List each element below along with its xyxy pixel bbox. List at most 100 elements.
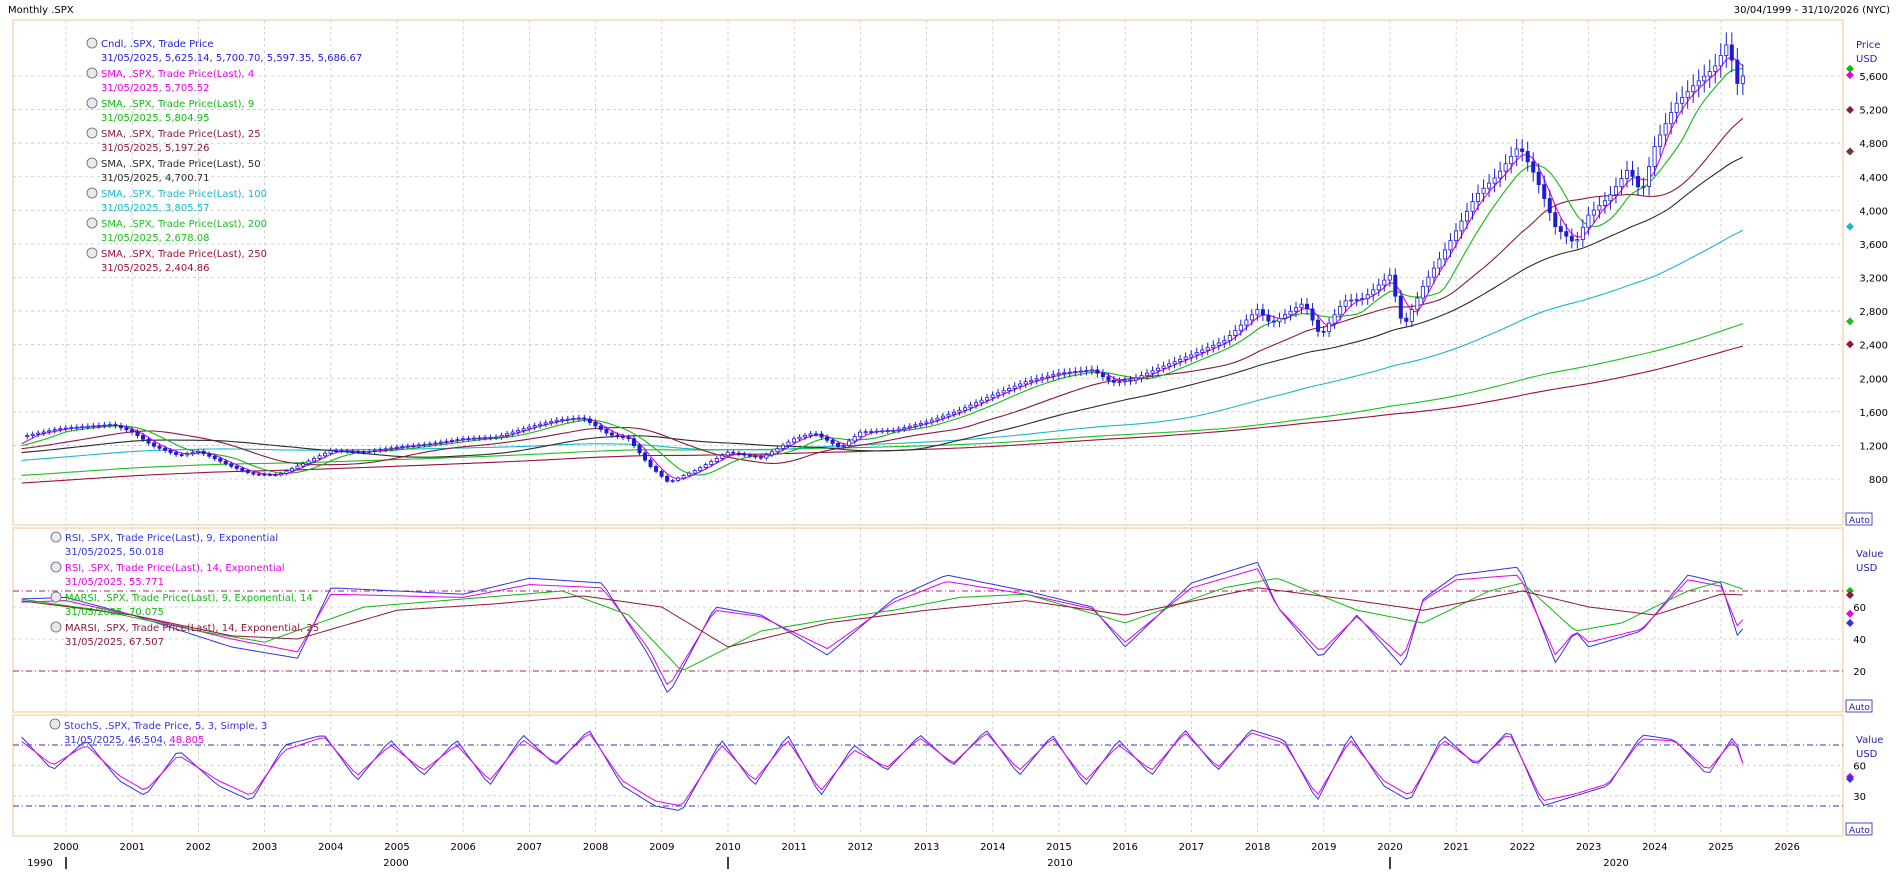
price-legend-icon[interactable]: [86, 187, 98, 199]
stoch-auto-button[interactable]: Auto: [1845, 822, 1873, 836]
marker-rsi9: [1846, 618, 1854, 627]
x-tick-label: 2001: [119, 842, 144, 853]
candle-body: [312, 458, 317, 462]
price-legend-icon[interactable]: [86, 157, 98, 169]
candle-body: [25, 435, 30, 438]
candle-body: [543, 422, 548, 425]
price-legend-icon[interactable]: [86, 97, 98, 109]
price-legend-label: SMA, .SPX, Trade Price(Last), 50: [101, 159, 261, 170]
candle-body: [41, 431, 46, 434]
price-legend-value: 31/05/2025, 5,804.95: [101, 113, 210, 124]
rsi-legend-icon[interactable]: [50, 591, 62, 603]
candle-body: [234, 465, 239, 469]
candle-body: [1282, 314, 1287, 319]
candle-body: [654, 466, 659, 472]
candle-body: [1100, 372, 1105, 378]
candle-body: [1619, 178, 1624, 188]
candle-body: [985, 397, 990, 401]
candle-body: [207, 453, 212, 457]
candle-body: [1459, 220, 1464, 232]
candles: [25, 32, 1745, 483]
candle-body: [196, 450, 201, 453]
candle-body: [361, 451, 366, 454]
candle-body: [466, 438, 471, 440]
x-tick-label: 2018: [1245, 842, 1270, 853]
candle-body: [1040, 377, 1045, 380]
stoch-axis-unit: USD: [1856, 749, 1878, 760]
candle-body: [918, 422, 923, 426]
candle-body: [113, 424, 118, 427]
candle-body: [1327, 322, 1332, 332]
candle-body: [483, 437, 488, 439]
price-legend-label: SMA, .SPX, Trade Price(Last), 250: [101, 249, 267, 260]
x-tick-label: 2000: [53, 842, 78, 853]
rsi-legend-icon[interactable]: [50, 561, 62, 573]
candle-body: [571, 418, 576, 420]
candle-body: [47, 430, 52, 433]
candle-body: [1647, 166, 1652, 187]
candle-body: [1641, 185, 1646, 188]
candle-body: [1630, 169, 1635, 177]
price-auto-button[interactable]: Auto: [1845, 512, 1873, 526]
price-legend-icon[interactable]: [86, 127, 98, 139]
candle-body: [929, 419, 934, 423]
candle-body: [554, 419, 559, 422]
candle-body: [852, 436, 857, 442]
candle-body: [753, 455, 758, 458]
candle-body: [1729, 44, 1734, 61]
candle-body: [863, 431, 868, 434]
candle-body: [1575, 239, 1580, 242]
x-tick-label: 2014: [980, 842, 1005, 853]
price-tick-label: 2,000: [1859, 374, 1888, 385]
candle-body: [1476, 192, 1481, 202]
rsi-legend-value: 31/05/2025, 50.018: [65, 547, 164, 558]
candle-body: [1067, 371, 1072, 374]
marker-stoch-k: [1846, 775, 1854, 784]
x-tick-label: 2013: [914, 842, 939, 853]
price-legend-label: SMA, .SPX, Trade Price(Last), 100: [101, 189, 267, 200]
rsi-legend-label: RSI, .SPX, Trade Price(Last), 14, Expone…: [65, 563, 285, 574]
candle-body: [1525, 151, 1530, 163]
candle-body: [124, 427, 129, 431]
candle-body: [1569, 235, 1574, 242]
x-tick-label: 2015: [1046, 842, 1071, 853]
candle-body: [472, 437, 477, 440]
candle-body: [152, 442, 157, 447]
candle-body: [1045, 375, 1050, 378]
candle-body: [847, 440, 852, 446]
rsi-legend-icon[interactable]: [50, 621, 62, 633]
candle-body: [1150, 370, 1155, 374]
candle-body: [1216, 342, 1221, 346]
stoch-series-0: [21, 729, 1744, 811]
x-tick-label: 2021: [1443, 842, 1468, 853]
price-legend-icon[interactable]: [86, 217, 98, 229]
sma9-line: [21, 67, 1743, 476]
candle-body: [968, 404, 973, 409]
candle-body: [63, 427, 68, 430]
rsi-auto-button[interactable]: Auto: [1845, 699, 1873, 713]
candle-body: [1371, 289, 1376, 296]
candle-body: [411, 445, 416, 447]
candle-body: [665, 475, 670, 482]
candle-body: [345, 450, 350, 453]
candle-body: [405, 445, 410, 448]
candle-body: [58, 428, 63, 431]
price-legend-icon[interactable]: [86, 247, 98, 259]
candle-body: [742, 453, 747, 456]
stoch-pane: [12, 714, 1844, 837]
candle-body: [830, 439, 835, 444]
x-tick-label: 2019: [1311, 842, 1336, 853]
candle-body: [1658, 134, 1663, 147]
candle-body: [389, 447, 394, 450]
candle-body: [1503, 163, 1508, 172]
price-legend-icon[interactable]: [86, 67, 98, 79]
candle-body: [427, 443, 432, 446]
candle-body: [1740, 75, 1745, 84]
rsi-legend-icon[interactable]: [50, 531, 62, 543]
price-legend-icon[interactable]: [86, 37, 98, 49]
candle-body: [1271, 320, 1276, 323]
grid-lines: [13, 20, 1843, 836]
candle-body: [1487, 182, 1492, 189]
stoch-legend-icon[interactable]: [49, 718, 61, 730]
candle-body: [814, 433, 819, 436]
